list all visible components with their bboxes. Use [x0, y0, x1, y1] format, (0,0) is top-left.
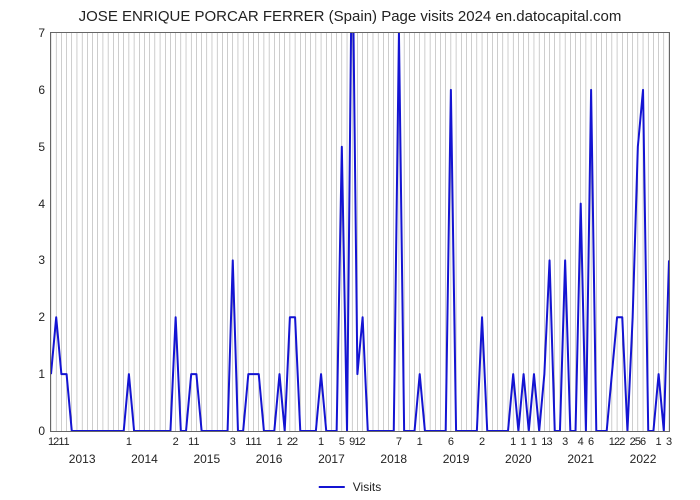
- legend-swatch: [319, 486, 345, 488]
- legend: Visits: [319, 480, 381, 494]
- x-value-tick: 6: [588, 436, 594, 448]
- x-value-tick: 2: [619, 436, 625, 448]
- x-value-tick: 2: [479, 436, 485, 448]
- x-year-tick: 2014: [131, 452, 158, 466]
- y-tick: 4: [5, 197, 45, 211]
- y-tick: 2: [5, 310, 45, 324]
- x-year-tick: 2021: [567, 452, 594, 466]
- y-tick: 7: [5, 26, 45, 40]
- x-value-tick: 1: [318, 436, 324, 448]
- x-value-tick: 5: [339, 436, 345, 448]
- y-tick: 6: [5, 83, 45, 97]
- x-value-tick: 2: [173, 436, 179, 448]
- x-year-tick: 2022: [630, 452, 657, 466]
- x-value-tick: 1: [656, 436, 662, 448]
- plot-area: [50, 32, 670, 432]
- y-tick: 1: [5, 367, 45, 381]
- y-tick: 5: [5, 140, 45, 154]
- x-value-tick: 3: [546, 436, 552, 448]
- legend-series-label: Visits: [353, 480, 381, 494]
- x-value-tick: 7: [396, 436, 402, 448]
- x-value-tick: 2: [292, 436, 298, 448]
- x-year-tick: 2013: [69, 452, 96, 466]
- x-value-tick: 3: [666, 436, 672, 448]
- x-year-tick: 2015: [193, 452, 220, 466]
- x-value-tick: 1: [256, 436, 262, 448]
- x-value-tick: 6: [448, 436, 454, 448]
- x-value-tick: 1: [510, 436, 516, 448]
- x-year-tick: 2018: [380, 452, 407, 466]
- x-value-tick: 1: [126, 436, 132, 448]
- x-year-tick: 2016: [256, 452, 283, 466]
- x-value-tick: 1: [276, 436, 282, 448]
- x-value-tick: 4: [578, 436, 584, 448]
- x-value-tick: 1: [193, 436, 199, 448]
- x-value-tick: 3: [230, 436, 236, 448]
- x-year-tick: 2020: [505, 452, 532, 466]
- x-value-tick: 1: [531, 436, 537, 448]
- x-year-tick: 2019: [443, 452, 470, 466]
- chart-title: JOSE ENRIQUE PORCAR FERRER (Spain) Page …: [0, 8, 700, 25]
- x-value-tick: 2: [360, 436, 366, 448]
- x-value-tick: 1: [521, 436, 527, 448]
- chart-container: JOSE ENRIQUE PORCAR FERRER (Spain) Page …: [0, 0, 700, 500]
- x-value-tick: 1: [417, 436, 423, 448]
- x-value-tick: 3: [562, 436, 568, 448]
- x-value-tick: 6: [640, 436, 646, 448]
- y-tick: 3: [5, 253, 45, 267]
- x-value-tick: 1: [64, 436, 70, 448]
- y-tick: 0: [5, 424, 45, 438]
- x-year-tick: 2017: [318, 452, 345, 466]
